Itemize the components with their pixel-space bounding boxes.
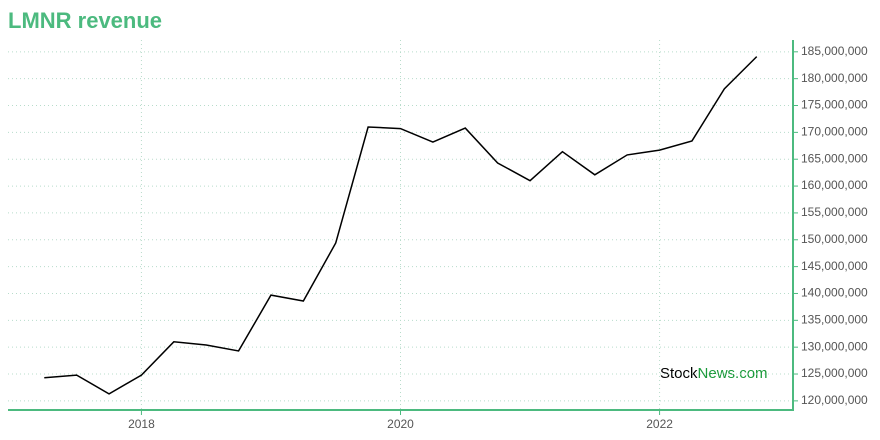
y-tick-label: 130,000,000	[801, 339, 868, 353]
chart-title: LMNR revenue	[8, 8, 162, 33]
y-tick-label: 125,000,000	[801, 366, 868, 380]
x-tick-label: 2018	[128, 417, 155, 431]
y-tick-label: 175,000,000	[801, 98, 868, 112]
y-tick-label: 160,000,000	[801, 178, 868, 192]
y-tick-label: 165,000,000	[801, 151, 868, 165]
y-tick-label: 170,000,000	[801, 125, 868, 139]
y-tick-label: 135,000,000	[801, 312, 868, 326]
y-tick-label: 145,000,000	[801, 259, 868, 273]
x-tick-label: 2022	[646, 417, 673, 431]
y-tick-label: 150,000,000	[801, 232, 868, 246]
y-tick-label: 180,000,000	[801, 71, 868, 85]
watermark-suffix: News.com	[698, 365, 768, 382]
y-tick-label: 185,000,000	[801, 44, 868, 58]
x-tick-label: 2020	[387, 417, 414, 431]
line-series	[44, 56, 758, 395]
y-tick-label: 120,000,000	[801, 393, 868, 407]
watermark: StockNews.com	[660, 365, 768, 382]
y-tick-label: 155,000,000	[801, 205, 868, 219]
watermark-prefix: Stock	[660, 365, 698, 382]
y-tick-label: 140,000,000	[801, 286, 868, 300]
